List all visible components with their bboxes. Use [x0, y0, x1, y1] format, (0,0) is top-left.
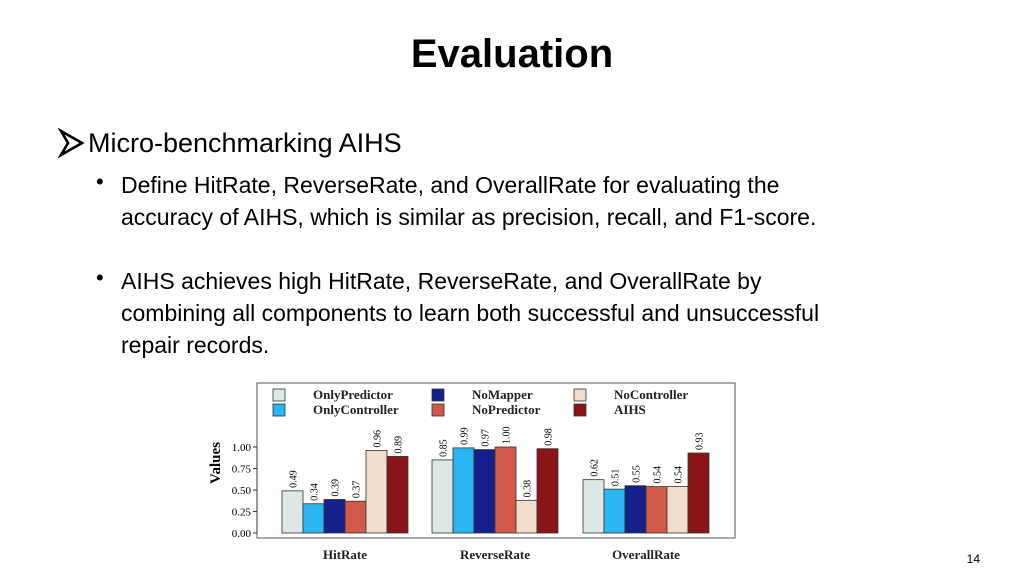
- bar: [494, 446, 517, 534]
- legend-swatch: [272, 403, 286, 417]
- bar: [666, 486, 689, 534]
- level1-item: Micro-benchmarking AIHS: [58, 128, 402, 159]
- data-label: 0.62: [590, 459, 601, 477]
- y-axis-label: Values: [208, 442, 224, 484]
- y-tick-label: 0.00: [232, 528, 252, 540]
- bar: [473, 449, 496, 534]
- legend-label: AIHS: [614, 402, 646, 417]
- legend-label: OnlyPredictor: [313, 387, 393, 402]
- legend-swatch: [272, 388, 286, 402]
- slide-title: Evaluation: [410, 32, 614, 76]
- legend-swatch: [431, 403, 445, 417]
- bar: [281, 490, 304, 534]
- bar: [302, 503, 325, 534]
- data-label: 0.38: [523, 480, 534, 498]
- x-tick-label: ReverseRate: [460, 547, 530, 562]
- bullet-text: Define HitRate, ReverseRate, and Overall…: [121, 172, 817, 230]
- data-label: 0.54: [674, 466, 685, 484]
- bar-chart-svg: 0.000.250.500.751.00ValuesOnlyPredictorO…: [208, 382, 736, 562]
- legend-swatch: [431, 388, 445, 402]
- bar: [645, 486, 668, 534]
- level1-text: Micro-benchmarking AIHS: [88, 128, 402, 158]
- arrow-bullet-icon: [58, 128, 85, 158]
- bar: [603, 488, 626, 534]
- bar: [431, 459, 454, 534]
- data-label: 0.49: [289, 470, 300, 488]
- legend-swatch: [573, 403, 587, 417]
- bar: [365, 450, 388, 534]
- data-label: 0.55: [632, 465, 643, 483]
- bar: [687, 452, 710, 534]
- legend-label: NoPredictor: [472, 402, 541, 417]
- bar: [323, 499, 346, 534]
- data-label: 0.99: [460, 427, 471, 445]
- bullet-item: • AIHS achieves high HitRate, ReverseRat…: [96, 265, 866, 361]
- bullet-item: • Define HitRate, ReverseRate, and Overa…: [96, 169, 866, 233]
- y-tick-label: 0.25: [232, 507, 252, 519]
- data-label: 0.93: [695, 433, 706, 451]
- bar-chart: 0.00 0.25 0.50 0.75 1.00 Values OnlyPredictor O…: [200, 375, 745, 570]
- bar: [536, 448, 559, 534]
- bar: [515, 499, 538, 534]
- bullet-dot-icon: •: [96, 169, 104, 194]
- y-tick-label: 0.75: [232, 464, 252, 476]
- data-label: 0.54: [653, 466, 664, 484]
- data-label: 0.96: [373, 430, 384, 448]
- data-label: 0.51: [611, 469, 622, 487]
- y-tick-label: 1.00: [232, 442, 252, 454]
- data-label: 1.00: [502, 427, 513, 445]
- bar: [344, 500, 367, 534]
- y-tick-label: 0.50: [232, 485, 252, 497]
- bullet-dot-icon: •: [96, 265, 104, 290]
- legend-swatch: [573, 388, 587, 402]
- legend-label: NoController: [614, 387, 688, 402]
- data-label: 0.34: [310, 483, 321, 501]
- x-tick-label: HitRate: [323, 547, 367, 562]
- data-label: 0.97: [481, 429, 492, 447]
- x-tick-label: OverallRate: [612, 547, 680, 562]
- bar: [624, 485, 647, 534]
- bar: [386, 456, 409, 534]
- data-label: 0.85: [439, 439, 450, 457]
- page-number: 14: [966, 552, 980, 566]
- data-label: 0.89: [394, 436, 405, 454]
- data-label: 0.37: [352, 481, 363, 499]
- bar: [582, 479, 605, 534]
- bar: [452, 447, 475, 534]
- data-label: 0.98: [544, 428, 555, 446]
- legend-label: NoMapper: [472, 387, 533, 402]
- legend-label: OnlyController: [313, 402, 399, 417]
- bullet-text: AIHS achieves high HitRate, ReverseRate,…: [121, 268, 820, 358]
- data-label: 0.39: [331, 479, 342, 497]
